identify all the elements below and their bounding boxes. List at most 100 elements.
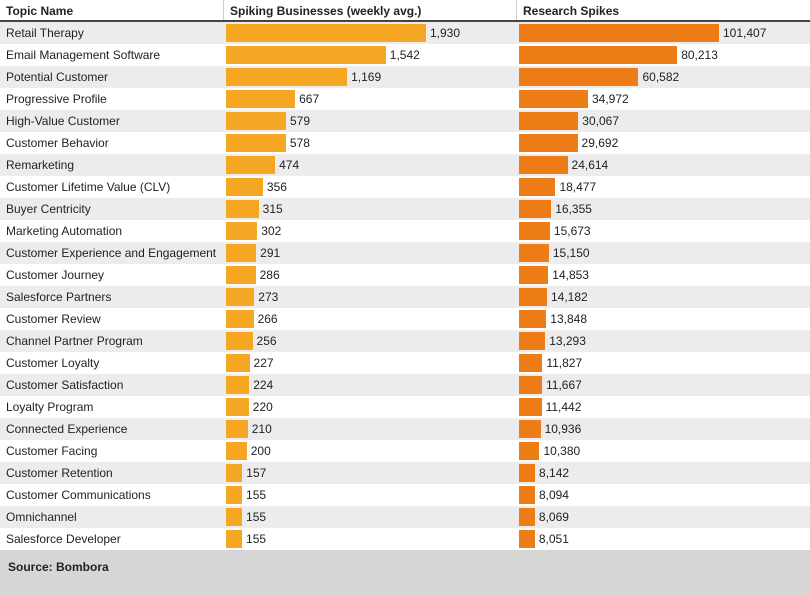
topic-name[interactable]: Customer Loyalty bbox=[0, 352, 224, 374]
header-topic[interactable]: Topic Name bbox=[0, 0, 224, 20]
spiking-businesses-bar bbox=[226, 134, 286, 152]
research-spikes-cell: 14,182 bbox=[517, 286, 810, 308]
research-spikes-cell: 11,442 bbox=[517, 396, 810, 418]
header-research-spikes[interactable]: Research Spikes bbox=[517, 0, 810, 20]
topic-name[interactable]: Channel Partner Program bbox=[0, 330, 224, 352]
topic-name[interactable]: Customer Satisfaction bbox=[0, 374, 224, 396]
table-row: Email Management Software 1,542 80,213 bbox=[0, 44, 810, 66]
research-spikes-bar bbox=[519, 420, 541, 438]
table-row: Channel Partner Program 256 13,293 bbox=[0, 330, 810, 352]
spiking-businesses-cell: 273 bbox=[224, 286, 517, 308]
spiking-businesses-value: 315 bbox=[263, 202, 283, 216]
topic-name[interactable]: High-Value Customer bbox=[0, 110, 224, 132]
topic-name[interactable]: Customer Journey bbox=[0, 264, 224, 286]
spiking-businesses-bar bbox=[226, 244, 256, 262]
topic-name[interactable]: Salesforce Developer bbox=[0, 528, 224, 550]
topic-name[interactable]: Customer Communications bbox=[0, 484, 224, 506]
spiking-businesses-bar bbox=[226, 24, 426, 42]
spiking-businesses-value: 1,542 bbox=[390, 48, 420, 62]
spiking-businesses-value: 256 bbox=[257, 334, 277, 348]
research-spikes-value: 8,069 bbox=[539, 510, 569, 524]
research-spikes-value: 13,848 bbox=[550, 312, 587, 326]
research-spikes-value: 101,407 bbox=[723, 26, 766, 40]
comparison-table: Topic Name Spiking Businesses (weekly av… bbox=[0, 0, 810, 550]
spiking-businesses-value: 291 bbox=[260, 246, 280, 260]
research-spikes-cell: 10,936 bbox=[517, 418, 810, 440]
spiking-businesses-bar bbox=[226, 376, 249, 394]
topic-name[interactable]: Email Management Software bbox=[0, 44, 224, 66]
table-row: Customer Behavior57829,692 bbox=[0, 132, 810, 154]
topic-name[interactable]: Potential Customer bbox=[0, 66, 224, 88]
table-row: Customer Experience and Engagement29115,… bbox=[0, 242, 810, 264]
spiking-businesses-bar bbox=[226, 508, 242, 526]
spiking-businesses-bar bbox=[226, 310, 254, 328]
spiking-businesses-cell: 200 bbox=[224, 440, 517, 462]
research-spikes-bar bbox=[519, 24, 719, 42]
topic-name[interactable]: Omnichannel bbox=[0, 506, 224, 528]
spiking-businesses-bar bbox=[226, 200, 259, 218]
topic-name[interactable]: Loyalty Program bbox=[0, 396, 224, 418]
research-spikes-value: 14,182 bbox=[551, 290, 588, 304]
spiking-businesses-cell: 157 bbox=[224, 462, 517, 484]
topic-name[interactable]: Customer Retention bbox=[0, 462, 224, 484]
research-spikes-bar bbox=[519, 244, 549, 262]
table-row: Progressive Profile66734,972 bbox=[0, 88, 810, 110]
research-spikes-cell: 8,094 bbox=[517, 484, 810, 506]
spiking-businesses-bar bbox=[226, 288, 254, 306]
research-spikes-cell: 11,667 bbox=[517, 374, 810, 396]
research-spikes-cell: 14,853 bbox=[517, 264, 810, 286]
spiking-businesses-cell: 302 bbox=[224, 220, 517, 242]
spiking-businesses-bar bbox=[226, 156, 275, 174]
spiking-businesses-value: 578 bbox=[290, 136, 310, 150]
research-spikes-value: 10,936 bbox=[545, 422, 582, 436]
spiking-businesses-bar bbox=[226, 178, 263, 196]
spiking-businesses-cell: 356 bbox=[224, 176, 517, 198]
spiking-businesses-cell: 1,169 bbox=[224, 66, 517, 88]
topic-name[interactable]: Customer Experience and Engagement bbox=[0, 242, 224, 264]
spiking-businesses-value: 356 bbox=[267, 180, 287, 194]
topic-name[interactable]: Customer Review bbox=[0, 308, 224, 330]
topic-name[interactable]: Marketing Automation bbox=[0, 220, 224, 242]
spiking-businesses-cell: 1,542 bbox=[224, 44, 517, 66]
table-row: Customer Communications1558,094 bbox=[0, 484, 810, 506]
research-spikes-cell: 34,972 bbox=[517, 88, 810, 110]
research-spikes-bar bbox=[519, 178, 555, 196]
research-spikes-cell: 13,848 bbox=[517, 308, 810, 330]
research-spikes-bar bbox=[519, 442, 539, 460]
spiking-businesses-value: 220 bbox=[253, 400, 273, 414]
research-spikes-cell: 16,355 bbox=[517, 198, 810, 220]
spiking-businesses-cell: 224 bbox=[224, 374, 517, 396]
research-spikes-cell: 13,293 bbox=[517, 330, 810, 352]
research-spikes-bar bbox=[519, 156, 568, 174]
research-spikes-bar bbox=[519, 530, 535, 548]
research-spikes-bar bbox=[519, 134, 578, 152]
research-spikes-cell: 101,407 bbox=[517, 22, 810, 44]
topic-name[interactable]: Remarketing bbox=[0, 154, 224, 176]
research-spikes-bar bbox=[519, 464, 535, 482]
topic-name[interactable]: Customer Behavior bbox=[0, 132, 224, 154]
spiking-businesses-cell: 578 bbox=[224, 132, 517, 154]
spiking-businesses-bar bbox=[226, 464, 242, 482]
topic-name[interactable]: Retail Therapy bbox=[0, 22, 224, 44]
topic-name[interactable]: Customer Facing bbox=[0, 440, 224, 462]
spiking-businesses-value: 302 bbox=[261, 224, 281, 238]
research-spikes-value: 11,442 bbox=[546, 400, 582, 414]
spiking-businesses-bar bbox=[226, 442, 247, 460]
header-spiking-businesses[interactable]: Spiking Businesses (weekly avg.) bbox=[224, 0, 517, 20]
research-spikes-cell: 80,213 bbox=[517, 44, 810, 66]
research-spikes-cell: 15,673 bbox=[517, 220, 810, 242]
research-spikes-bar bbox=[519, 310, 546, 328]
topic-name[interactable]: Progressive Profile bbox=[0, 88, 224, 110]
spiking-businesses-value: 579 bbox=[290, 114, 310, 128]
table-row: Loyalty Program 220 11,442 bbox=[0, 396, 810, 418]
topic-name[interactable]: Customer Lifetime Value (CLV) bbox=[0, 176, 224, 198]
spiking-businesses-value: 1,169 bbox=[351, 70, 381, 84]
research-spikes-value: 24,614 bbox=[572, 158, 609, 172]
research-spikes-cell: 10,380 bbox=[517, 440, 810, 462]
table-row: Marketing Automation 302 15,673 bbox=[0, 220, 810, 242]
topic-name[interactable]: Salesforce Partners bbox=[0, 286, 224, 308]
research-spikes-bar bbox=[519, 46, 677, 64]
topic-name[interactable]: Buyer Centricity bbox=[0, 198, 224, 220]
spiking-businesses-bar bbox=[226, 266, 256, 284]
topic-name[interactable]: Connected Experience bbox=[0, 418, 224, 440]
